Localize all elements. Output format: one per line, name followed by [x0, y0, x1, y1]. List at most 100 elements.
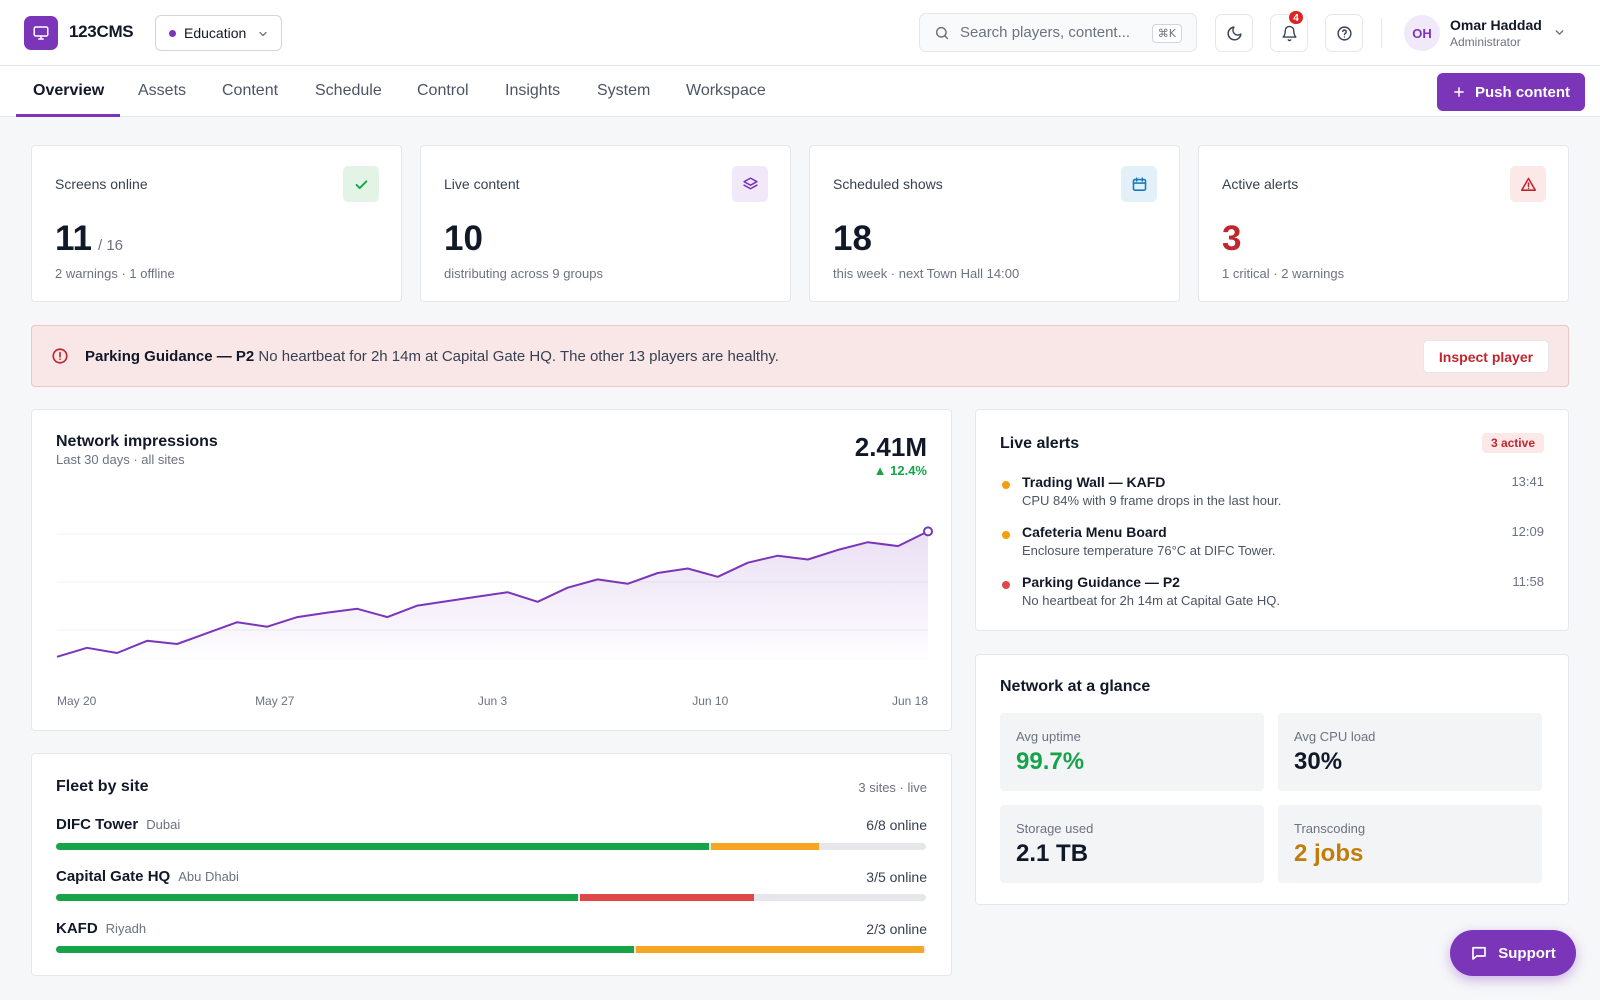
alert-circle-icon	[52, 348, 68, 364]
glance-tile: Avg uptime 99.7%	[1000, 713, 1264, 791]
banner-title: Parking Guidance — P2	[85, 348, 255, 365]
health-segment-healthy	[56, 946, 634, 953]
glance-tile: Avg CPU load 30%	[1278, 713, 1542, 791]
chat-icon	[1472, 946, 1487, 960]
stat-sub: 1 critical · 2 warnings	[1222, 266, 1345, 281]
health-segment-healthy	[56, 843, 709, 850]
live-alerts-panel: Live alerts 3 active Trading Wall — KAFD…	[975, 409, 1569, 631]
x-tick-label: May 27	[255, 694, 295, 708]
search-shortcut: ⌘K	[1151, 24, 1182, 43]
fleet-meta: 3 sites · live	[858, 780, 927, 795]
banner-message: No heartbeat for 2h 14m at Capital Gate …	[258, 348, 779, 365]
critical-dot-icon	[1002, 581, 1010, 589]
tab-insights[interactable]: Insights	[505, 82, 561, 99]
stat-card-screens-online[interactable]: Screens online 11/ 16 2 warnings · 1 off…	[31, 145, 402, 302]
user-name[interactable]: Omar Haddad	[1450, 17, 1542, 33]
logo-icon[interactable]	[24, 16, 58, 50]
support-button[interactable]: Support	[1450, 930, 1576, 976]
inspect-player-button[interactable]: Inspect player	[1423, 340, 1549, 373]
tab-workspace[interactable]: Workspace	[686, 82, 766, 99]
top-bar: 123CMS Education ⌘K 4 OH Omar Haddad Adm…	[0, 0, 1600, 66]
stat-card-live-content[interactable]: Live content 10 distributing across 9 gr…	[420, 145, 791, 302]
tab-system[interactable]: System	[597, 82, 651, 99]
warning-dot-icon	[1002, 531, 1010, 539]
tab-assets[interactable]: Assets	[138, 82, 187, 99]
alert-time: 11:58	[1512, 574, 1544, 589]
search-input[interactable]	[960, 24, 1150, 41]
alert-title: Cafeteria Menu Board	[1022, 524, 1167, 540]
site-location: Riyadh	[105, 921, 147, 936]
stat-sub: 2 warnings · 1 offline	[55, 266, 175, 281]
stat-value: 10	[444, 219, 483, 258]
fleet-title: Fleet by site	[56, 778, 149, 795]
site-health-bar	[56, 946, 926, 953]
check-icon	[343, 166, 379, 202]
tab-schedule[interactable]: Schedule	[315, 82, 382, 99]
site-location: Dubai	[146, 817, 181, 832]
tab-content[interactable]: Content	[222, 82, 279, 99]
stat-card-active-alerts[interactable]: Active alerts 3 1 critical · 2 warnings	[1198, 145, 1569, 302]
push-content-button[interactable]: Push content	[1437, 73, 1585, 111]
workspace-select[interactable]: Education	[155, 15, 282, 51]
tab-control[interactable]: Control	[417, 82, 469, 99]
active-tab-indicator	[16, 114, 120, 117]
site-name[interactable]: Capital Gate HQ Abu Dhabi	[56, 868, 239, 885]
fleet-by-site-panel: Fleet by site 3 sites · live DIFC Tower D…	[31, 753, 952, 976]
brand-name: 123CMS	[69, 22, 134, 41]
alert-time: 13:41	[1511, 474, 1544, 489]
chevron-down-icon[interactable]	[1553, 26, 1566, 39]
moon-icon	[1227, 25, 1242, 40]
x-tick-label: Jun 3	[478, 694, 508, 708]
theme-toggle-button[interactable]	[1215, 14, 1253, 52]
plus-icon	[1454, 87, 1464, 97]
stat-label: Screens online	[55, 176, 148, 192]
glance-tile: Storage used 2.1 TB	[1000, 805, 1264, 883]
alert-item[interactable]: Parking Guidance — P2 No heartbeat for 2…	[1000, 574, 1544, 616]
site-name[interactable]: DIFC Tower Dubai	[56, 816, 181, 833]
tile-value: 99.7%	[1016, 748, 1085, 775]
critical-alert-banner: Parking Guidance — P2 No heartbeat for 2…	[31, 325, 1569, 387]
x-tick-label: Jun 18	[892, 694, 928, 708]
notifications-button[interactable]: 4	[1270, 10, 1308, 52]
series-area	[57, 531, 928, 660]
x-tick-label: Jun 10	[692, 694, 728, 708]
push-content-label: Push content	[1474, 83, 1570, 101]
glance-tile: Transcoding 2 jobs	[1278, 805, 1542, 883]
stat-value: 11/ 16	[55, 219, 124, 258]
alert-time: 12:09	[1511, 524, 1544, 539]
alert-item[interactable]: Trading Wall — KAFD CPU 84% with 9 frame…	[1000, 474, 1544, 516]
stat-sub: this week · next Town Hall 14:00	[833, 266, 1020, 281]
impressions-chart: May 20 May 27 Jun 3 Jun 10 Jun 18	[56, 526, 933, 708]
health-segment-healthy	[56, 894, 578, 901]
alert-title: Trading Wall — KAFD	[1022, 474, 1166, 490]
main-nav: Overview Assets Content Schedule Control…	[0, 66, 1600, 117]
search-box[interactable]: ⌘K	[919, 13, 1197, 52]
glance-title: Network at a glance	[1000, 678, 1151, 695]
tile-value: 30%	[1294, 748, 1343, 775]
layers-icon	[732, 166, 768, 202]
alert-description: No heartbeat for 2h 14m at Capital Gate …	[1022, 593, 1280, 608]
alerts-count-badge: 3 active	[1481, 433, 1544, 453]
banner-text: Parking Guidance — P2 No heartbeat for 2…	[85, 348, 779, 365]
stat-card-scheduled-shows[interactable]: Scheduled shows 18 this week · next Town…	[809, 145, 1180, 302]
tab-overview[interactable]: Overview	[33, 82, 105, 99]
network-impressions-panel: Network impressions Last 30 days · all s…	[31, 409, 952, 731]
calendar-icon	[1121, 166, 1157, 202]
site-name[interactable]: KAFD Riyadh	[56, 920, 147, 937]
workspace-dot-icon	[169, 29, 176, 37]
avatar[interactable]: OH	[1404, 15, 1440, 51]
site-location: Abu Dhabi	[178, 869, 239, 884]
bell-icon	[1281, 25, 1297, 41]
help-button[interactable]	[1325, 14, 1363, 52]
impressions-total: 2.41M	[854, 432, 927, 462]
stat-label: Active alerts	[1222, 176, 1299, 192]
health-segment-warning	[635, 946, 924, 953]
help-icon	[1336, 25, 1352, 41]
chart-subtitle: Last 30 days · all sites	[56, 452, 185, 467]
site-health-bar	[56, 894, 926, 901]
stat-value: 3	[1222, 219, 1242, 258]
chart-title: Network impressions	[56, 433, 218, 450]
health-segment-warning	[710, 843, 820, 850]
alert-item[interactable]: Cafeteria Menu Board Enclosure temperatu…	[1000, 524, 1544, 566]
header-divider	[1381, 18, 1382, 48]
